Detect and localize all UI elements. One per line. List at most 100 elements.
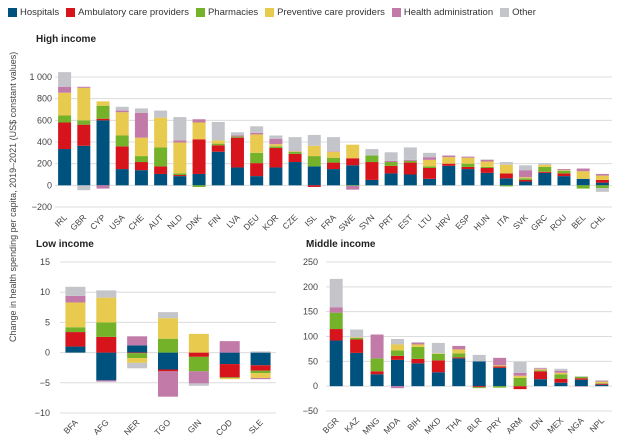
high-income-ytick-label: 200 [37, 159, 52, 169]
low-income-ytick-label: −10 [35, 408, 50, 418]
high-income-ytick-label: −200 [32, 202, 52, 212]
high-income-bar-hun-preventive [480, 161, 494, 167]
high-income-bar-esp-ambulatory [461, 166, 475, 170]
middle-income-bar-mex-pharmacies [554, 374, 568, 379]
high-income-bar-che-hospitals [134, 170, 148, 186]
low-income-bar-ner-pharmacies [127, 353, 148, 359]
high-income-bar-swe-ambulatory [346, 158, 360, 166]
middle-income-ytick-label: 200 [303, 282, 318, 292]
high-income-bar-svk-admin [519, 170, 533, 178]
low-income-bar-tgo-other [158, 312, 178, 319]
high-income-bar-cze-preventive [288, 151, 302, 152]
high-income-bar-svk-preventive [519, 177, 533, 179]
low-income-bar-bfa-preventive [65, 302, 86, 328]
high-income-bar-fin-preventive [211, 140, 225, 144]
high-income-bar-nld-admin [173, 140, 187, 143]
middle-income-ytick-label: 250 [303, 257, 318, 267]
middle-income-bar-mex-preventive [554, 372, 568, 375]
high-income-xtick-label: HRV [434, 212, 454, 232]
middle-income-bar-tha-pharmacies [452, 353, 466, 358]
high-income-bar-swe-admin [346, 185, 360, 190]
middle-income-ytick-label: 150 [303, 307, 318, 317]
high-income-bar-usa-hospitals [115, 169, 129, 186]
high-income-bar-cyp-admin [96, 185, 110, 189]
middle-income-bar-idn-admin [534, 368, 547, 370]
high-income-xtick-label: DNK [184, 212, 204, 232]
high-income-bar-chl-pharmacies [595, 185, 609, 189]
high-income-xtick-label: FRA [319, 212, 338, 231]
legend-item-ambulatory: Ambulatory care providers [66, 7, 189, 18]
high-income-bar-gbr-admin [77, 86, 91, 88]
high-income-bar-bel-hospitals [576, 178, 590, 186]
low-income-bar-bfa-admin [65, 295, 86, 303]
high-income-bar-svn-ambulatory [365, 162, 379, 180]
middle-income-bar-tha-ambulatory [452, 357, 466, 359]
high-income-bar-aut-other [154, 110, 168, 118]
middle-income-bar-bgr-other [329, 278, 343, 308]
middle-income-title: Middle income [306, 239, 376, 250]
middle-income-ytick-label: 100 [303, 332, 318, 342]
low-income-bar-cod-admin [219, 341, 240, 353]
legend-item-pharmacies: Pharmacies [195, 6, 259, 18]
low-income-xtick-label: AFG [91, 417, 110, 436]
high-income-bar-est-other [403, 147, 417, 160]
high-income-bar-fra-pharmacies [327, 157, 340, 163]
high-income-bar-hrv-hospitals [442, 165, 456, 186]
high-income-bar-che-admin [134, 112, 148, 138]
low-income-xtick-label: TGO [152, 417, 172, 437]
high-income-ytick-label: 400 [37, 137, 52, 147]
high-income-bar-irl-hospitals [58, 149, 72, 186]
high-income-bar-svn-other [365, 149, 379, 156]
high-income-bar-gbr-hospitals [77, 145, 91, 186]
high-income-bar-nld-other [173, 117, 187, 141]
middle-income-bar-mda-other [391, 338, 404, 345]
high-income-xtick-label: ESP [453, 212, 472, 231]
low-income-ytick-label: −5 [40, 378, 50, 388]
high-income-bar-bel-pharmacies [576, 185, 590, 189]
high-income-bar-cze-admin [288, 150, 302, 152]
high-income-bar-fin-other [211, 121, 225, 141]
middle-income-bar-bgr-ambulatory [329, 329, 343, 341]
low-income-bar-tgo-ambulatory [158, 369, 178, 372]
middle-income-bar-kaz-other [350, 329, 364, 338]
middle-income-bar-mng-hospitals [370, 374, 384, 387]
high-income-bar-swe-pharmacies [346, 185, 360, 186]
high-income-bar-dnk-pharmacies [192, 185, 206, 187]
low-income-bar-tgo-pharmacies [158, 338, 178, 353]
middle-income-bar-npl-preventive [595, 381, 609, 384]
low-income-bar-gin-preventive [188, 333, 209, 353]
low-income-bar-gin-ambulatory [188, 352, 209, 357]
high-income-bar-esp-admin [461, 156, 475, 158]
high-income-bar-lva-ambulatory [230, 137, 244, 168]
middle-income-bar-bih-admin [411, 342, 425, 345]
high-income-bar-lva-pharmacies [230, 136, 244, 138]
high-income-xtick-label: GBR [68, 212, 88, 232]
high-income-bar-aut-pharmacies [154, 147, 168, 167]
high-income-bar-usa-preventive [115, 112, 129, 136]
middle-income-bar-bgr-admin [329, 307, 343, 313]
legend-label-other: Other [512, 6, 536, 18]
legend-label-pharmacies: Pharmacies [207, 6, 259, 18]
high-income-xtick-label: ISL [303, 212, 319, 228]
high-income-bar-cze-hospitals [288, 162, 302, 186]
high-income-bar-nld-pharmacies [173, 173, 187, 176]
high-income-bar-prt-other [384, 152, 398, 161]
high-income-bar-dnk-ambulatory [192, 139, 206, 174]
high-income-xtick-label: AUT [146, 212, 165, 231]
high-income-bar-dnk-preventive [192, 122, 206, 140]
middle-income-bar-idn-ambulatory [534, 371, 547, 380]
high-income-xtick-label: SWE [336, 212, 357, 233]
high-income-ytick-label: 800 [37, 94, 52, 104]
high-income-ytick-label: 0 [47, 180, 52, 190]
high-income-xtick-label: SVK [511, 212, 530, 231]
high-income-xtick-label: USA [107, 212, 127, 232]
low-income-xtick-label: NER [122, 417, 142, 437]
high-income-bar-hrv-ambulatory [442, 163, 456, 166]
high-income-xtick-label: LTU [416, 212, 434, 230]
middle-income-bar-mex-hospitals [554, 382, 568, 387]
high-income-bar-ltu-other [423, 152, 437, 158]
high-income-bar-esp-preventive [461, 157, 475, 164]
middle-income-bar-kaz-pharmacies [350, 337, 364, 340]
high-income-bar-usa-admin [115, 110, 129, 113]
high-income-xtick-label: PRT [377, 212, 396, 231]
